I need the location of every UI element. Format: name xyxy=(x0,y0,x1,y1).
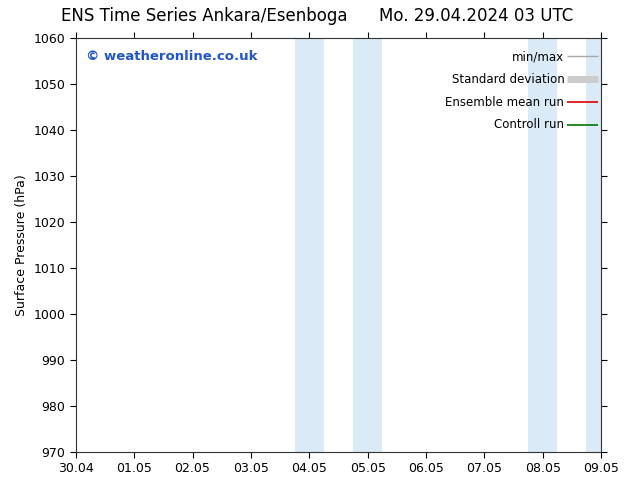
Bar xyxy=(353,38,382,452)
Text: Ensemble mean run: Ensemble mean run xyxy=(446,96,564,109)
Text: Standard deviation: Standard deviation xyxy=(451,73,564,86)
Bar xyxy=(586,38,616,452)
Text: min/max: min/max xyxy=(512,50,564,63)
Text: Controll run: Controll run xyxy=(495,119,564,131)
Y-axis label: Surface Pressure (hPa): Surface Pressure (hPa) xyxy=(15,174,28,316)
Bar xyxy=(295,38,324,452)
Text: © weatheronline.co.uk: © weatheronline.co.uk xyxy=(86,50,258,63)
Bar xyxy=(528,38,557,452)
Text: ENS Time Series Ankara/Esenboga      Mo. 29.04.2024 03 UTC: ENS Time Series Ankara/Esenboga Mo. 29.0… xyxy=(61,7,573,25)
